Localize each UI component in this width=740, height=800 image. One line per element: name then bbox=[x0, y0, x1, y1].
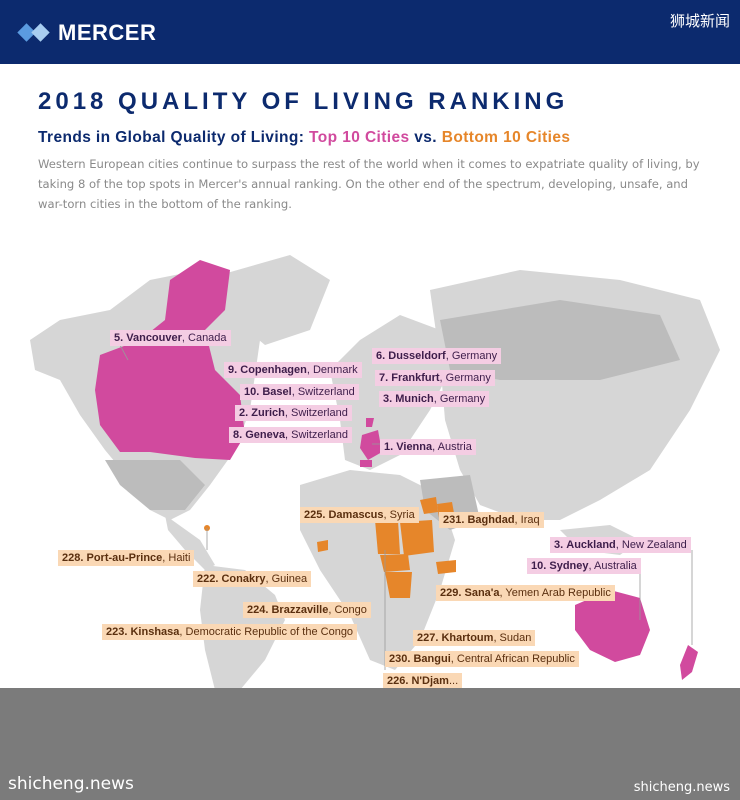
subtitle-mid: vs. bbox=[409, 129, 442, 146]
land-greenland bbox=[220, 255, 330, 345]
brand-name: MERCER bbox=[58, 20, 157, 45]
label-ndjamena: 226. N'Djam... bbox=[383, 673, 463, 689]
congo-highlight bbox=[385, 572, 412, 598]
label-kinshasa: 223. Kinshasa, Democratic Republic of th… bbox=[102, 624, 358, 640]
switzerland-highlight bbox=[360, 460, 372, 467]
label-khartoum: 227. Khartoum, Sudan bbox=[413, 630, 536, 646]
description: Western European cities continue to surp… bbox=[38, 157, 700, 211]
leader-line-vancouver bbox=[119, 344, 129, 361]
label-damascus: 225. Damascus, Syria bbox=[300, 507, 419, 523]
denmark-highlight bbox=[366, 418, 374, 427]
watermark-left: shicheng.news bbox=[8, 774, 134, 794]
label-vancouver: 5. Vancouver, Canada bbox=[110, 330, 231, 346]
label-auckland: 3. Auckland, New Zealand bbox=[550, 537, 691, 553]
australia-highlight bbox=[575, 590, 650, 662]
label-dusseldorf: 6. Dusseldorf, Germany bbox=[372, 348, 502, 364]
header-bar: MERCER 狮城新闻 bbox=[0, 0, 740, 64]
page-title: 2018 QUALITY OF LIVING RANKING bbox=[38, 88, 569, 115]
label-port-au-prince: 228. Port-au-Prince, Haiti bbox=[58, 550, 195, 566]
subtitle-bottom: Bottom 10 Cities bbox=[441, 129, 571, 146]
label-munich: 3. Munich, Germany bbox=[379, 391, 490, 407]
label-brazzaville: 224. Brazzaville, Congo bbox=[243, 602, 371, 618]
label-sanaa: 229. Sana'a, Yemen Arab Republic bbox=[436, 585, 615, 601]
leader-lines bbox=[119, 344, 693, 670]
label-vienna: 1. Vienna, Austria bbox=[380, 439, 476, 455]
canada-highlight bbox=[95, 260, 245, 460]
land-central-america bbox=[165, 515, 215, 570]
label-basel: 10. Basel, Switzerland bbox=[240, 384, 359, 400]
land-usa-shade bbox=[105, 460, 205, 510]
sudan-highlight bbox=[400, 520, 434, 556]
germany-highlight bbox=[360, 430, 382, 460]
car-highlight bbox=[380, 554, 410, 572]
watermark-top: 狮城新闻 bbox=[669, 12, 730, 30]
mercer-logo: MERCER bbox=[17, 20, 157, 46]
label-bangui: 230. Bangui, Central African Republic bbox=[385, 651, 579, 667]
label-zurich: 2. Zurich, Switzerland bbox=[235, 405, 352, 421]
watermark-right: shicheng.news bbox=[633, 780, 730, 795]
subtitle-top: Top 10 Cities bbox=[309, 129, 410, 146]
bottom-overlay bbox=[0, 688, 740, 800]
guinea-highlight bbox=[317, 540, 328, 552]
label-frankfurt: 7. Frankfurt, Germany bbox=[375, 370, 495, 386]
label-sydney: 10. Sydney, Australia bbox=[527, 558, 641, 574]
new-zealand-highlight bbox=[680, 645, 698, 680]
subtitle-prefix: Trends in Global Quality of Living: bbox=[38, 129, 310, 146]
chad-highlight bbox=[375, 520, 400, 554]
label-baghdad: 231. Baghdad, Iraq bbox=[439, 512, 544, 528]
label-conakry: 222. Conakry, Guinea bbox=[193, 571, 312, 587]
label-copenhagen: 9. Copenhagen, Denmark bbox=[224, 362, 362, 378]
label-geneva: 8. Geneva, Switzerland bbox=[229, 427, 352, 443]
page-subtitle: Trends in Global Quality of Living: Top … bbox=[38, 129, 570, 147]
syria-highlight bbox=[420, 497, 438, 514]
world-map bbox=[30, 255, 720, 690]
mercer-logo-icon bbox=[17, 22, 50, 44]
yemen-highlight bbox=[436, 560, 456, 574]
